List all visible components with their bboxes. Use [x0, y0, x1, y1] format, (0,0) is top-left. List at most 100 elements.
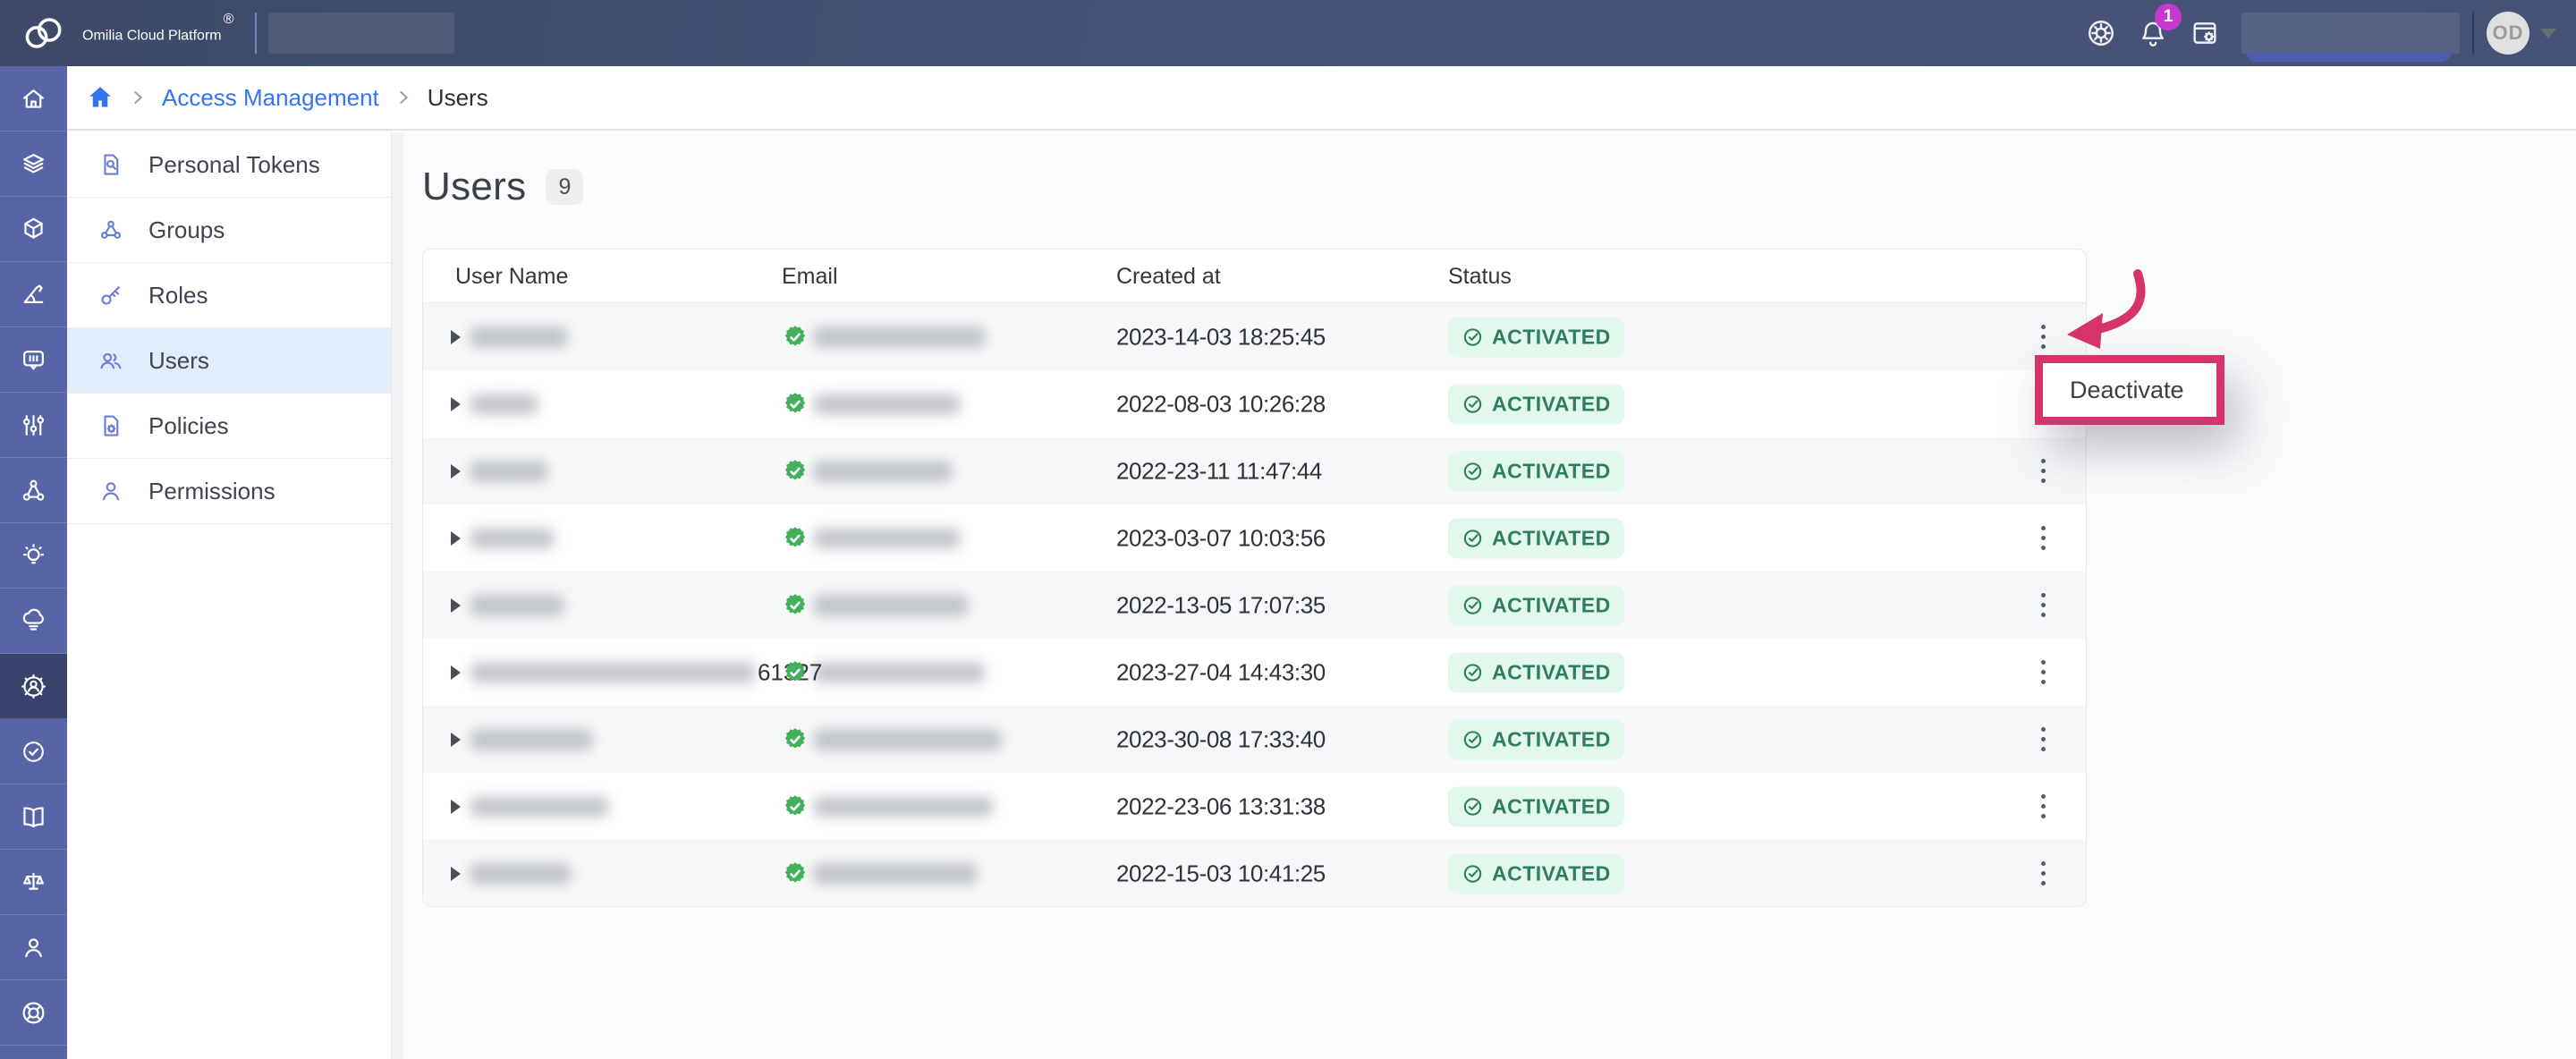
email-verified-icon [782, 659, 809, 686]
row-actions-kebab-button[interactable] [2025, 719, 2061, 760]
chevron-right-icon [128, 88, 148, 107]
rail-item-badge-check[interactable] [0, 719, 67, 784]
breadcrumb-access-management[interactable]: Access Management [162, 83, 379, 111]
expand-row-caret-icon[interactable] [451, 732, 461, 747]
status-label: ACTIVATED [1492, 526, 1611, 549]
expand-row-caret-icon[interactable] [451, 866, 461, 881]
created-at-value: 2023-14-03 18:25:45 [1116, 323, 1326, 350]
check-circle-icon [1462, 661, 1484, 683]
expand-row-caret-icon[interactable] [451, 530, 461, 546]
life-ring-icon [20, 999, 47, 1027]
helm-icon [2086, 18, 2116, 48]
created-at-value: 2023-30-08 17:33:40 [1116, 725, 1326, 752]
apps-helm-button[interactable] [2080, 13, 2122, 54]
rail-item-cube[interactable] [0, 197, 67, 262]
sidebar-item-label: Roles [148, 281, 208, 309]
rail-item-life-ring[interactable] [0, 980, 67, 1046]
email-redacted [813, 862, 978, 885]
sidebar-item-users[interactable]: Users [67, 328, 391, 394]
row-actions-kebab-button[interactable] [2025, 853, 2061, 894]
status-badge: ACTIVATED [1448, 719, 1624, 759]
status-badge: ACTIVATED [1448, 652, 1624, 692]
status-label: ACTIVATED [1492, 727, 1611, 750]
workspace-settings-button[interactable] [2184, 13, 2225, 54]
row-actions-kebab-button[interactable] [2025, 652, 2061, 693]
table-row: 2022-15-03 10:41:25 ACTIVATED [423, 840, 2086, 906]
deactivate-menu-item[interactable]: Deactivate [2035, 355, 2224, 425]
expand-row-caret-icon[interactable] [451, 396, 461, 411]
key-icon [97, 282, 124, 309]
email-redacted [813, 594, 969, 616]
omilia-cloud-logo-icon [23, 15, 64, 51]
status-badge: ACTIVATED [1448, 786, 1624, 826]
rail-item-protractor[interactable] [0, 262, 67, 327]
protractor-icon [20, 281, 47, 309]
topbar-redacted-selector[interactable] [2241, 13, 2460, 62]
rail-item-network[interactable] [0, 458, 67, 523]
book-icon [20, 803, 47, 831]
rail-item-scales[interactable] [0, 850, 67, 915]
row-actions-kebab-button[interactable] [2025, 786, 2061, 827]
expand-row-caret-icon[interactable] [451, 799, 461, 814]
rail-item-gear-person[interactable] [0, 654, 67, 719]
avatar-caret-icon[interactable] [2540, 28, 2556, 38]
rail-item-book[interactable] [0, 784, 67, 850]
avatar[interactable]: OD [2487, 12, 2529, 55]
user-name-redacted [470, 862, 572, 885]
rail-item-cloud-stack[interactable] [0, 589, 67, 654]
rail-item-home[interactable] [0, 66, 67, 131]
status-label: ACTIVATED [1492, 392, 1611, 415]
rail-item-layers[interactable] [0, 131, 67, 197]
badge-check-icon [20, 738, 47, 766]
expand-row-caret-icon[interactable] [451, 329, 461, 344]
doc-gear-icon [97, 412, 124, 439]
created-at-value: 2023-03-07 10:03:56 [1116, 524, 1326, 551]
rail-item-sliders[interactable] [0, 393, 67, 458]
row-actions-kebab-button[interactable] [2025, 585, 2061, 626]
sidebar-item-label: Groups [148, 216, 225, 243]
window-settings-icon [2190, 18, 2220, 48]
check-circle-icon [1462, 393, 1484, 415]
page-title: Users [422, 165, 527, 208]
brand: Omilia Cloud Platform® [23, 11, 234, 51]
email-redacted [813, 728, 1002, 750]
sidebar-item-personal-tokens[interactable]: Personal Tokens [67, 132, 391, 198]
sidebar-scrollbar[interactable] [392, 132, 403, 1059]
status-badge: ACTIVATED [1448, 384, 1624, 424]
sidebar-item-policies[interactable]: Policies [67, 394, 391, 459]
topbar-right-divider [2472, 12, 2474, 55]
breadcrumb-home-icon[interactable] [87, 84, 114, 111]
user-name-redacted [470, 594, 564, 616]
table-row: 2023-14-03 18:25:45 ACTIVATED [423, 303, 2086, 370]
row-actions-kebab-button[interactable] [2025, 518, 2061, 559]
row-actions-kebab-button[interactable] [2025, 317, 2061, 358]
user-name-redacted [470, 728, 593, 750]
user-name-redacted [470, 460, 548, 482]
registered-mark: ® [223, 11, 234, 27]
rail-item-chat[interactable] [0, 327, 67, 393]
sidebar-item-roles[interactable]: Roles [67, 263, 391, 328]
sidebar-item-permissions[interactable]: Permissions [67, 459, 391, 524]
access-management-sidebar: Personal Tokens Groups Roles Users Policies P… [67, 132, 392, 1059]
column-header-user-name: User Name [455, 263, 569, 289]
sidebar-item-label: Policies [148, 411, 229, 439]
chevron-right-icon [394, 88, 413, 107]
created-at-value: 2022-13-05 17:07:35 [1116, 591, 1326, 618]
status-badge: ACTIVATED [1448, 317, 1624, 357]
expand-row-caret-icon[interactable] [451, 597, 461, 613]
column-header-email: Email [782, 263, 838, 289]
expand-row-caret-icon[interactable] [451, 463, 461, 479]
cube-icon [20, 216, 47, 243]
rail-item-person[interactable] [0, 915, 67, 980]
check-circle-icon [1462, 460, 1484, 482]
user-name-redacted [470, 661, 756, 683]
check-circle-icon [1462, 728, 1484, 750]
email-verified-icon [782, 860, 809, 887]
rail-item-bulb[interactable] [0, 523, 67, 589]
notifications-button[interactable]: 1 [2132, 4, 2182, 54]
sidebar-item-groups[interactable]: Groups [67, 198, 391, 263]
doc-search-icon [97, 151, 124, 178]
breadcrumb-current: Users [427, 83, 488, 111]
row-actions-kebab-button[interactable] [2025, 451, 2061, 492]
expand-row-caret-icon[interactable] [451, 665, 461, 680]
